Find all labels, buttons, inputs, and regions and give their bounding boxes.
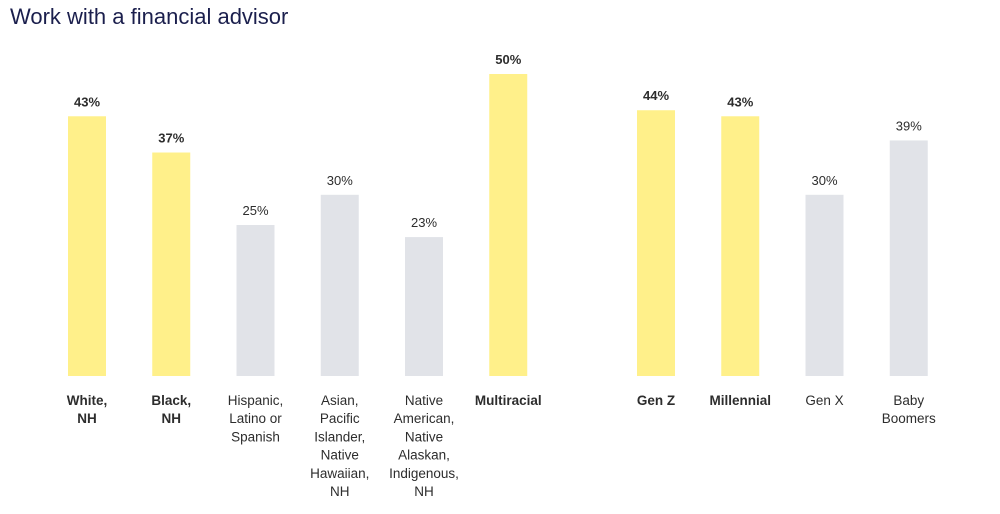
category-label-gen-x: Gen X [805,393,843,408]
value-label-white-nh: 43% [74,94,100,109]
category-label-native-american-native-alaskan-indigenous-nh: Native American, Native Alaskan, Indigenous,… [389,393,459,499]
value-label-baby-boomers: 39% [896,118,922,133]
bar-black-nh [152,152,191,376]
value-label-millennial: 43% [727,94,753,109]
category-label-baby-boomers: Baby Boomers [882,393,936,426]
bar-white-nh [68,116,106,376]
bar-millennial [721,116,760,376]
category-label-asian-pacific-islander-native-hawaiian-nh: Asian, Pacific Islander, Native Hawaiian, NH [310,393,369,499]
category-label-hispanic-latino-or-spanish: Hispanic, Latino or Spanish [228,393,284,444]
value-label-native-american-native-alaskan-indigenous-nh: 23% [411,215,437,230]
bar-native-american-native-alaskan-indigenous-nh [405,237,443,376]
value-label-asian-pacific-islander-native-hawaiian-nh: 30% [327,173,353,188]
value-label-gen-x: 30% [811,173,837,188]
category-label-black-nh: Black, NH [151,393,191,426]
bar-asian-pacific-islander-native-hawaiian-nh [320,194,359,376]
value-label-gen-z: 44% [643,88,669,103]
bar-hispanic-latino-or-spanish [236,225,275,376]
value-label-multiracial: 50% [495,52,521,67]
bar-gen-z [637,110,675,377]
value-label-black-nh: 37% [158,131,184,146]
bar-multiracial [489,74,528,376]
category-label-multiracial: Multiracial [475,393,542,408]
bar-gen-x [805,194,844,376]
category-label-millennial: Millennial [709,393,771,408]
chart-title: Work with a financial advisor [10,4,289,29]
category-label-white-nh: White, NH [67,393,108,426]
bar-baby-boomers [889,140,928,376]
value-label-hispanic-latino-or-spanish: 25% [242,203,268,218]
category-label-gen-z: Gen Z [637,393,675,408]
